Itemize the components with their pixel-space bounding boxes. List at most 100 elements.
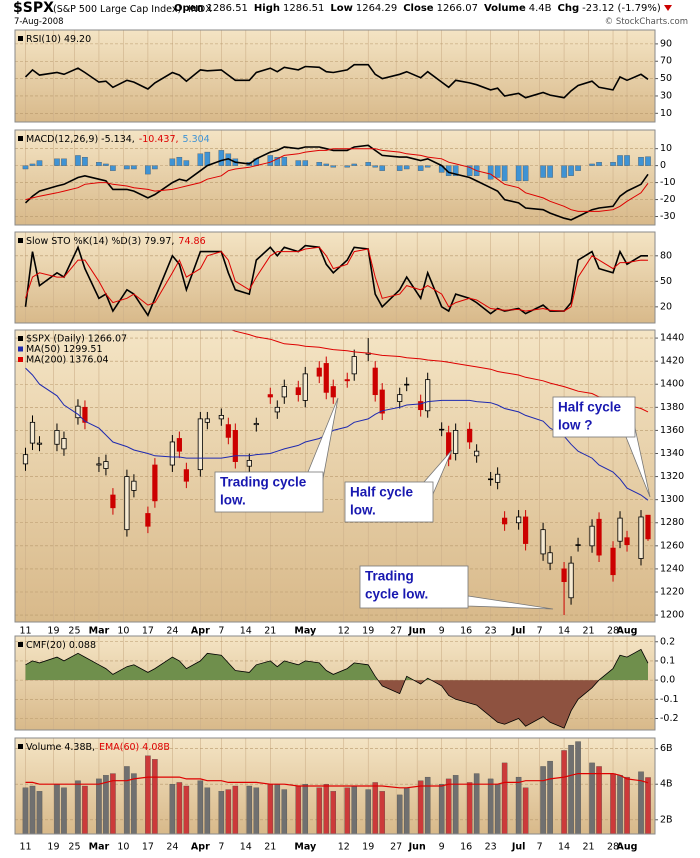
annotation-text: Trading [365,569,414,584]
annotation-text: cycle low. [365,587,428,602]
y-tick-label: 4B [660,779,673,790]
candle-body [547,552,553,564]
candle-body [103,461,109,469]
legend-swatch [18,36,23,41]
candle-body [561,568,567,583]
x-tick-label: 7 [537,626,543,637]
y-tick-label: 90 [660,38,672,49]
candle-body [302,373,308,401]
bar [246,785,253,835]
bar [561,165,567,178]
legend-label: Slow STO %K(14) %D(3) 79.97, [26,236,174,247]
legend-swatch [18,336,23,341]
y-tick-label: 6B [660,743,673,754]
candle-body [96,463,102,466]
candle-body [330,386,336,398]
quote-value: 1286.51 [206,3,248,14]
quote-value: 1264.29 [355,3,398,14]
candle-body [446,432,452,460]
panel-border [14,635,656,731]
x-tick-label: 24 [166,842,178,853]
annotation-text: low. [220,493,246,508]
candle-body [295,387,301,396]
bar [232,785,239,835]
bar [197,153,204,166]
x-tick-label: 9 [439,626,445,637]
panel-border [14,29,656,123]
y-tick-label: 1440 [660,333,684,344]
bar [295,785,302,835]
bar [624,776,630,835]
bar [351,163,357,166]
x-tick-label: 7 [218,842,224,853]
x-tick-label: 28 [607,626,619,637]
x-tick-label: Apr [191,842,210,853]
legend: Slow STO %K(14) %D(3) 79.97, 74.86 [26,236,206,247]
bar [82,785,88,835]
x-tick-label: 19 [362,842,374,853]
candle-body [323,363,329,393]
line [25,246,649,312]
y-tick-label: 1220 [660,586,684,597]
y-tick-label: 10 [660,108,672,119]
quote-value: 1266.07 [436,3,478,14]
bar [295,160,302,166]
bar [176,156,183,166]
bar [281,156,288,166]
y-tick-label: -30 [660,211,676,222]
bar [103,775,109,835]
bar [617,155,623,166]
x-tick-label: 19 [47,842,59,853]
y-tick-label: 0.1 [660,655,675,666]
candle-body [502,517,508,525]
y-tick-label: 1380 [660,402,684,413]
x-tick-label: 19 [362,626,374,637]
panel-background [15,30,655,122]
bar [372,165,378,168]
bar [396,165,403,171]
bar [29,163,36,166]
line [24,144,649,221]
bar [183,160,190,166]
bar [110,165,116,171]
x-tick-label: 16 [460,626,472,637]
candle-body [404,383,410,386]
y-tick-label: 1280 [660,517,684,528]
bar [96,778,102,835]
candle-body [418,401,424,411]
candle-body [372,367,378,396]
x-tick-label: 19 [47,626,59,637]
bar [452,165,459,176]
legend-swatch [18,357,23,362]
x-tick-label: 27 [390,626,402,637]
annotation-text: Half cycle [350,485,414,500]
candle-body [152,464,158,502]
bar [522,165,529,182]
bar [36,160,43,166]
symbol: $SPX [13,0,54,16]
bar [403,787,410,835]
candle-body [29,421,36,444]
down-arrow [663,5,672,11]
bar [494,784,501,835]
bar [75,155,81,166]
annotation-box [359,565,469,609]
bar [617,775,623,835]
bar [145,165,151,175]
line [25,367,649,501]
quote-label: Volume [483,3,526,14]
x-tick-label: Jun [408,626,426,637]
candle-body [82,406,88,423]
bar [365,162,371,166]
y-tick-label: 1260 [660,540,684,551]
bar [645,156,651,166]
x-tick-label: 14 [240,842,252,853]
y-tick-label: 1340 [660,448,684,459]
bar [323,163,330,166]
candle-body [624,537,630,546]
bar [274,784,281,835]
candle-body [575,544,581,546]
candle-body [425,379,431,412]
line [25,148,649,212]
